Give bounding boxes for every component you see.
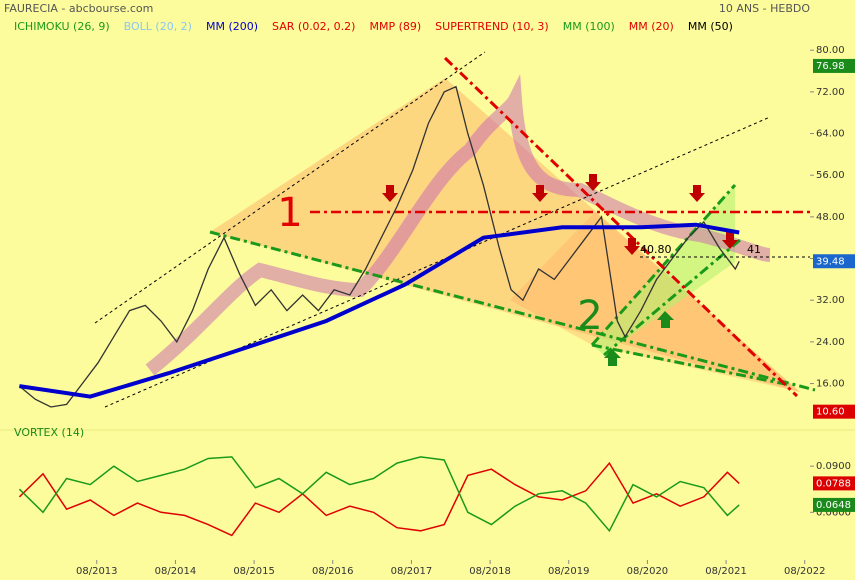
trend-line [603, 238, 741, 357]
drawings [0, 51, 855, 431]
y-tick-label: 80.00 [816, 45, 845, 56]
series-line [19, 222, 740, 399]
last-value-label: 39.48 [816, 256, 845, 267]
last-value-box [813, 254, 855, 269]
chart-subtitle: 10 ANS - HEBDO [719, 2, 810, 15]
trend-line [94, 51, 486, 324]
legend-entry: MM (100) [563, 20, 615, 33]
annotation: 40.80 [640, 243, 672, 256]
last-value-label: 0.0648 [816, 500, 851, 511]
legend-entry: SAR (0.02, 0.2) [272, 20, 355, 33]
y-tick-label: 24.00 [816, 337, 845, 348]
annotation: 41 [747, 243, 761, 256]
annotation: 2 [577, 293, 602, 339]
legend-entry: MM (200) [206, 20, 258, 33]
last-value-label: 0.0788 [816, 478, 851, 489]
legend-entry: SUPERTREND (10, 3) [435, 20, 549, 33]
x-tick-label: 08/2017 [391, 566, 433, 577]
last-value-box [813, 404, 855, 419]
last-value-label: 10.60 [816, 407, 845, 418]
last-value-label: 76.98 [816, 61, 845, 72]
series-line [18, 456, 740, 533]
series-line [18, 85, 740, 408]
legend-entry: MM (50) [688, 20, 733, 33]
trend-line [590, 184, 737, 346]
last-value-box [813, 476, 855, 491]
x-tick-label: 08/2016 [312, 566, 354, 577]
last-value-box [813, 58, 855, 73]
buy-arrows [604, 311, 674, 366]
last-value-box [813, 497, 855, 512]
x-tick-label: 08/2013 [76, 566, 118, 577]
y-tick-label: 48.00 [816, 212, 845, 223]
y-tick-label: 32.00 [816, 295, 845, 306]
y-tick-label: 64.00 [816, 129, 845, 140]
legend-entry: MMP (89) [369, 20, 421, 33]
y-tick-label: 72.00 [816, 87, 845, 98]
annotation: 1 [277, 190, 302, 236]
panel-title: VORTEX (14) [14, 426, 84, 439]
chart-title: FAURECIA - abcbourse.com [4, 2, 153, 15]
x-tick-label: 08/2019 [548, 566, 590, 577]
x-tick-label: 08/2021 [705, 566, 747, 577]
x-tick-label: 08/2015 [233, 566, 275, 577]
y-tick-label: 56.00 [816, 170, 845, 181]
legend-entry: MM (20) [629, 20, 674, 33]
legend-entry: ICHIMOKU (26, 9) [14, 20, 110, 33]
sell-arrows [382, 174, 738, 255]
legend-entry: BOLL (20, 2) [124, 20, 192, 33]
y-tick-label: 0.0600 [816, 507, 851, 518]
x-tick-label: 08/2018 [469, 566, 511, 577]
x-tick-label: 08/2020 [627, 566, 669, 577]
x-tick-label: 08/2014 [155, 566, 197, 577]
trend-line [443, 56, 799, 398]
trend-line [591, 343, 791, 387]
x-tick-label: 08/2022 [784, 566, 826, 577]
series-line [18, 461, 740, 537]
y-tick-label: 0.0900 [816, 461, 851, 472]
y-tick-label: 16.00 [816, 379, 845, 390]
